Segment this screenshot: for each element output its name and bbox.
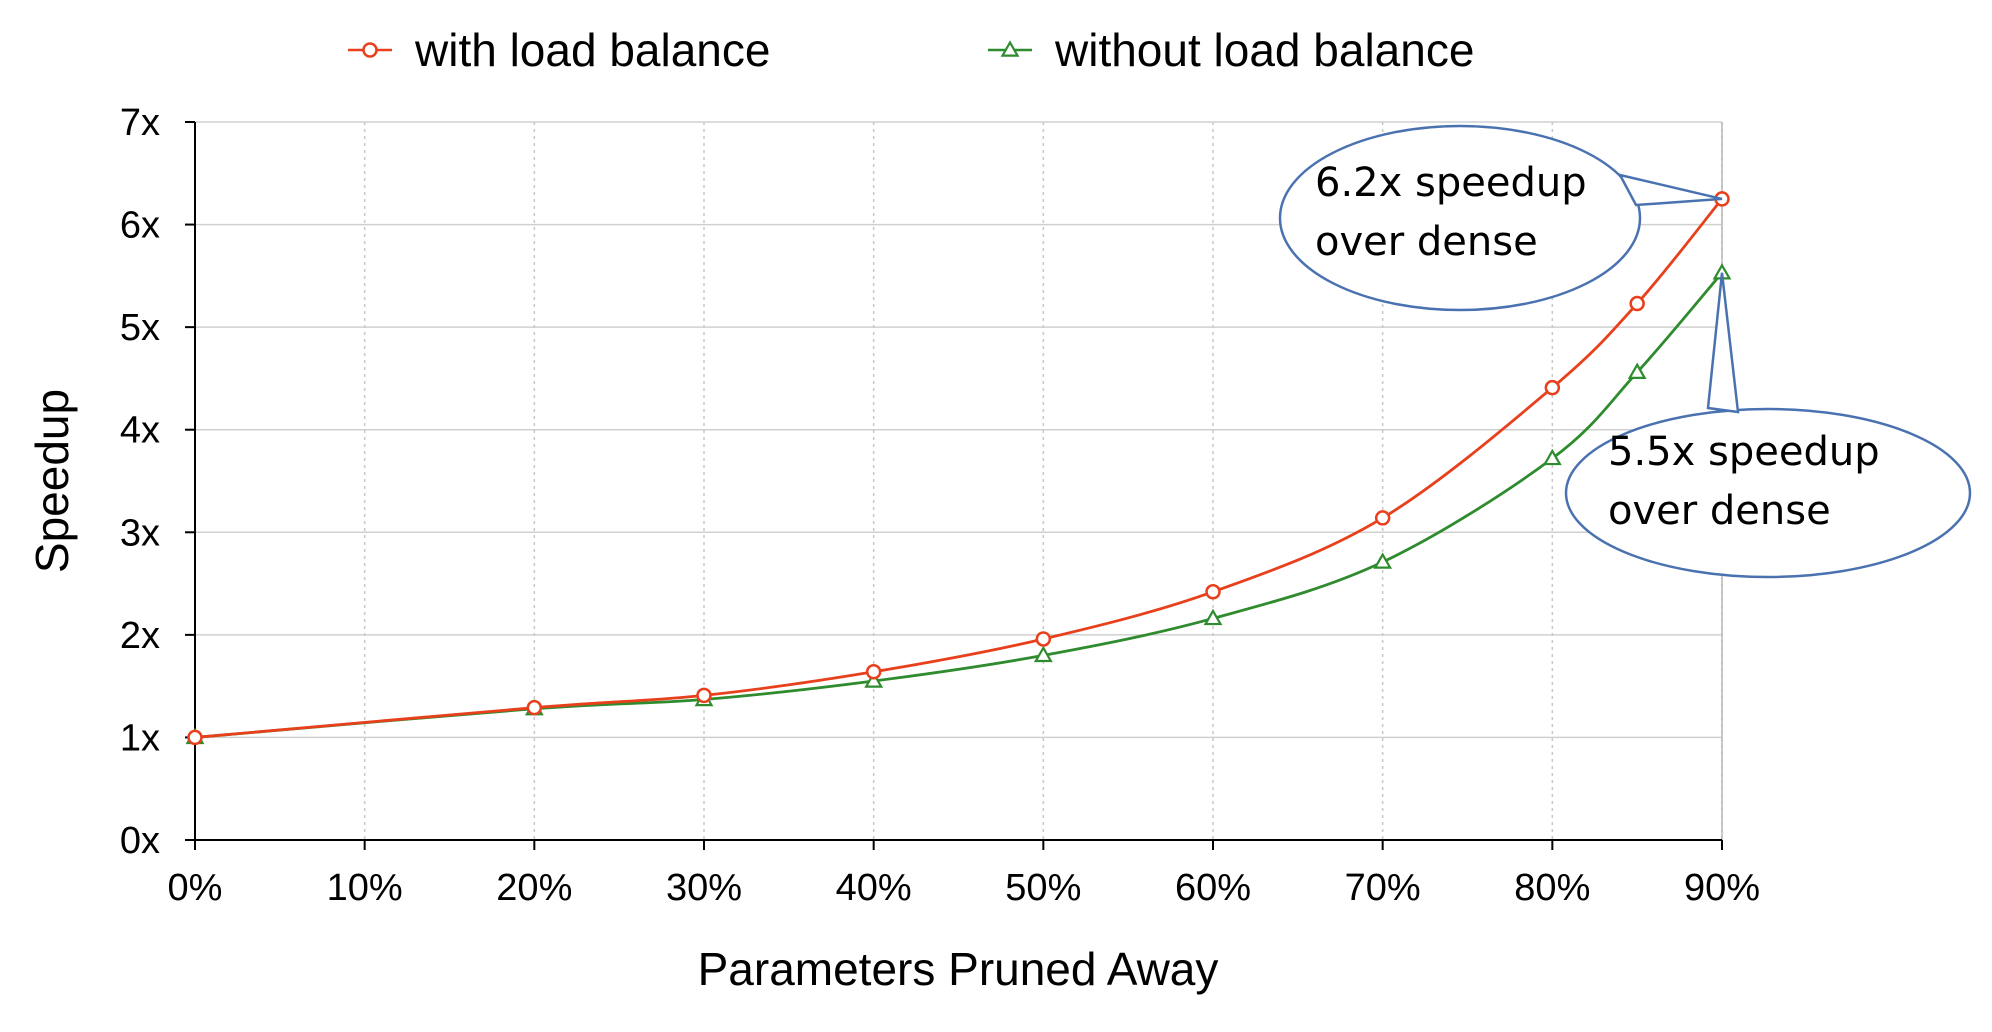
x-tick-label: 10% xyxy=(327,867,403,909)
data-point-with-load-balance xyxy=(187,729,203,746)
x-tick-label: 0% xyxy=(168,867,223,909)
series-line-with-load-balance xyxy=(194,198,1724,739)
y-tick-label: 6x xyxy=(120,205,160,247)
data-point-without-load-balance xyxy=(1627,362,1647,379)
legend: with load balance without load balance xyxy=(348,24,1474,76)
callouts: 6.2x speedup over dense 5.5x speedup over d… xyxy=(1278,124,1972,579)
y-tick-label: 0x xyxy=(120,820,160,862)
callout-bubble xyxy=(1564,407,1972,579)
data-point-with-load-balance xyxy=(865,664,882,680)
x-tick-label: 90% xyxy=(1684,867,1760,909)
data-point-without-load-balance xyxy=(1203,608,1223,626)
legend-label-without-load-balance: without load balance xyxy=(1054,24,1474,76)
axes xyxy=(185,121,1723,850)
x-axis-title: Parameters Pruned Away xyxy=(698,943,1219,995)
x-tick-label: 50% xyxy=(1005,867,1081,909)
data-point-with-load-balance xyxy=(1544,379,1561,396)
series-line-without-load-balance xyxy=(194,271,1724,739)
y-tick-labels: 0x 1x 2x 3x 4x 5x 6x 7x xyxy=(120,102,160,862)
data-point-with-load-balance xyxy=(696,687,712,704)
data-point-with-load-balance xyxy=(1205,584,1221,600)
callout-pointer xyxy=(1617,173,1723,207)
callout-line-2: over dense xyxy=(1315,219,1538,265)
callout-line-1: 5.5x speedup xyxy=(1608,429,1880,475)
data-point-with-load-balance xyxy=(1629,295,1645,312)
callout-1: 6.2x speedup over dense xyxy=(1278,124,1723,312)
legend-marker-with-load-balance xyxy=(362,42,378,58)
data-point-with-load-balance xyxy=(1035,631,1052,647)
x-tick-labels: 0% 10% 20% 30% 40% 50% 60% 70% 80% 90% xyxy=(168,867,1760,909)
data-point-with-load-balance xyxy=(1374,510,1391,526)
y-tick-label: 5x xyxy=(120,307,160,349)
x-tick-label: 80% xyxy=(1514,867,1590,909)
series-layer xyxy=(185,191,1732,746)
y-tick-label: 7x xyxy=(120,102,160,144)
y-tick-label: 3x xyxy=(120,512,160,554)
callout-pointer xyxy=(1706,272,1740,414)
y-tick-label: 1x xyxy=(120,717,160,759)
callout-bubble xyxy=(1278,124,1642,312)
x-tick-label: 20% xyxy=(496,867,572,909)
callout-line-2: over dense xyxy=(1608,488,1831,534)
data-point-without-load-balance xyxy=(1373,552,1393,569)
data-point-without-load-balance xyxy=(864,671,884,688)
callout-line-1: 6.2x speedup xyxy=(1315,160,1587,206)
legend-label-with-load-balance: with load balance xyxy=(414,24,770,76)
data-point-without-load-balance xyxy=(1033,645,1053,663)
y-axis-title: Speedup xyxy=(26,389,78,573)
legend-marker-without-load-balance xyxy=(1000,40,1020,57)
y-tick-label: 4x xyxy=(120,410,160,452)
x-tick-label: 30% xyxy=(666,867,742,909)
x-tick-label: 60% xyxy=(1175,867,1251,909)
y-tick-label: 2x xyxy=(120,615,160,657)
data-point-with-load-balance xyxy=(526,699,543,716)
x-tick-label: 40% xyxy=(836,867,912,909)
x-tick-label: 70% xyxy=(1345,867,1421,909)
data-point-without-load-balance xyxy=(1542,448,1562,466)
callout-2: 5.5x speedup over dense xyxy=(1564,272,1972,579)
